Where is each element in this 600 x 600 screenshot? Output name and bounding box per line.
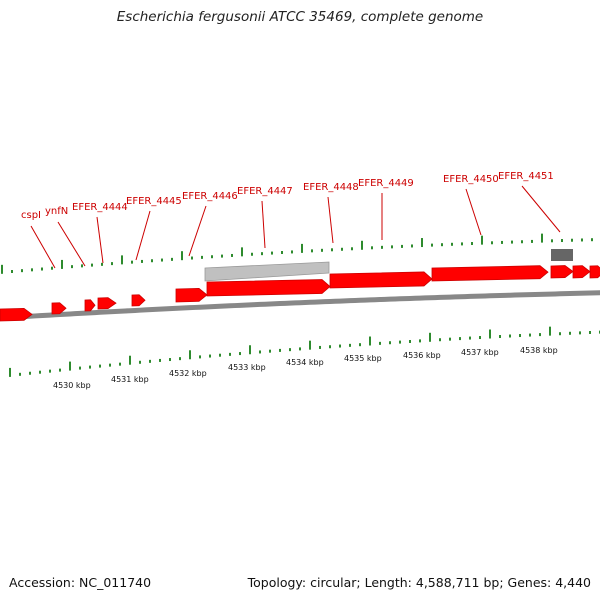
gene-label: EFER_4450 (443, 174, 499, 185)
gene-arrow (572, 265, 591, 279)
gene-label: ynfN (45, 206, 68, 217)
gene-arrow (84, 299, 96, 312)
scale-label: 4535 kbp (344, 354, 382, 363)
genome-stats-text: Topology: circular; Length: 4,588,711 bp… (247, 575, 591, 590)
scale-label: 4534 kbp (286, 358, 324, 367)
gene-arrow (175, 287, 208, 303)
outer-tick-ring (1, 233, 593, 274)
feature-track (0, 249, 600, 322)
accession-text: Accession: NC_011740 (9, 575, 152, 590)
genome-title: Escherichia fergusonii ATCC 35469, compl… (116, 9, 484, 25)
gene-arrow (51, 302, 67, 315)
leader-line (135, 210, 151, 261)
gene-arrow (97, 297, 117, 310)
leader-line (188, 205, 207, 257)
rna-feature (551, 249, 573, 261)
leader-line (30, 225, 56, 269)
scale-label: 4530 kbp (53, 381, 91, 390)
gene-arrow (589, 265, 600, 279)
leader-line (465, 188, 482, 236)
gene-arrow (206, 279, 331, 297)
scale-label: 4538 kbp (520, 346, 558, 355)
gene-label: EFER_4449 (358, 178, 414, 189)
gene-label: EFER_4451 (498, 171, 554, 182)
gene-label: EFER_4447 (237, 186, 293, 197)
leader-line (57, 221, 86, 267)
gene-arrow (329, 271, 433, 289)
inner-tick-ring (9, 326, 600, 377)
label-leader-lines (30, 185, 561, 269)
scale-label: 4533 kbp (228, 363, 266, 372)
scale-label: 4536 kbp (403, 351, 441, 360)
leader-line (327, 196, 334, 244)
leader-line (521, 185, 561, 233)
scale-label: 4532 kbp (169, 369, 207, 378)
scale-label: 4531 kbp (111, 375, 149, 384)
gene-label: cspI (21, 210, 41, 221)
gene-label: EFER_4448 (303, 182, 359, 193)
scale-label: 4537 kbp (461, 348, 499, 357)
genome-backbone (0, 290, 600, 321)
gene-label: EFER_4446 (182, 191, 238, 202)
pseudogene-bar (204, 261, 330, 282)
gene-label: EFER_4445 (126, 196, 182, 207)
leader-line (96, 216, 104, 264)
gene-arrow (431, 265, 549, 282)
backbone-line (0, 290, 600, 321)
scale-labels: 4530 kbp 4531 kbp 4532 kbp 4533 kbp 4534 kbp… (53, 346, 558, 390)
gene-arrow (550, 265, 574, 279)
gene-label: EFER_4444 (72, 202, 128, 213)
leader-line (261, 200, 266, 249)
gene-arrow (131, 294, 146, 307)
gene-arrow (0, 307, 33, 322)
